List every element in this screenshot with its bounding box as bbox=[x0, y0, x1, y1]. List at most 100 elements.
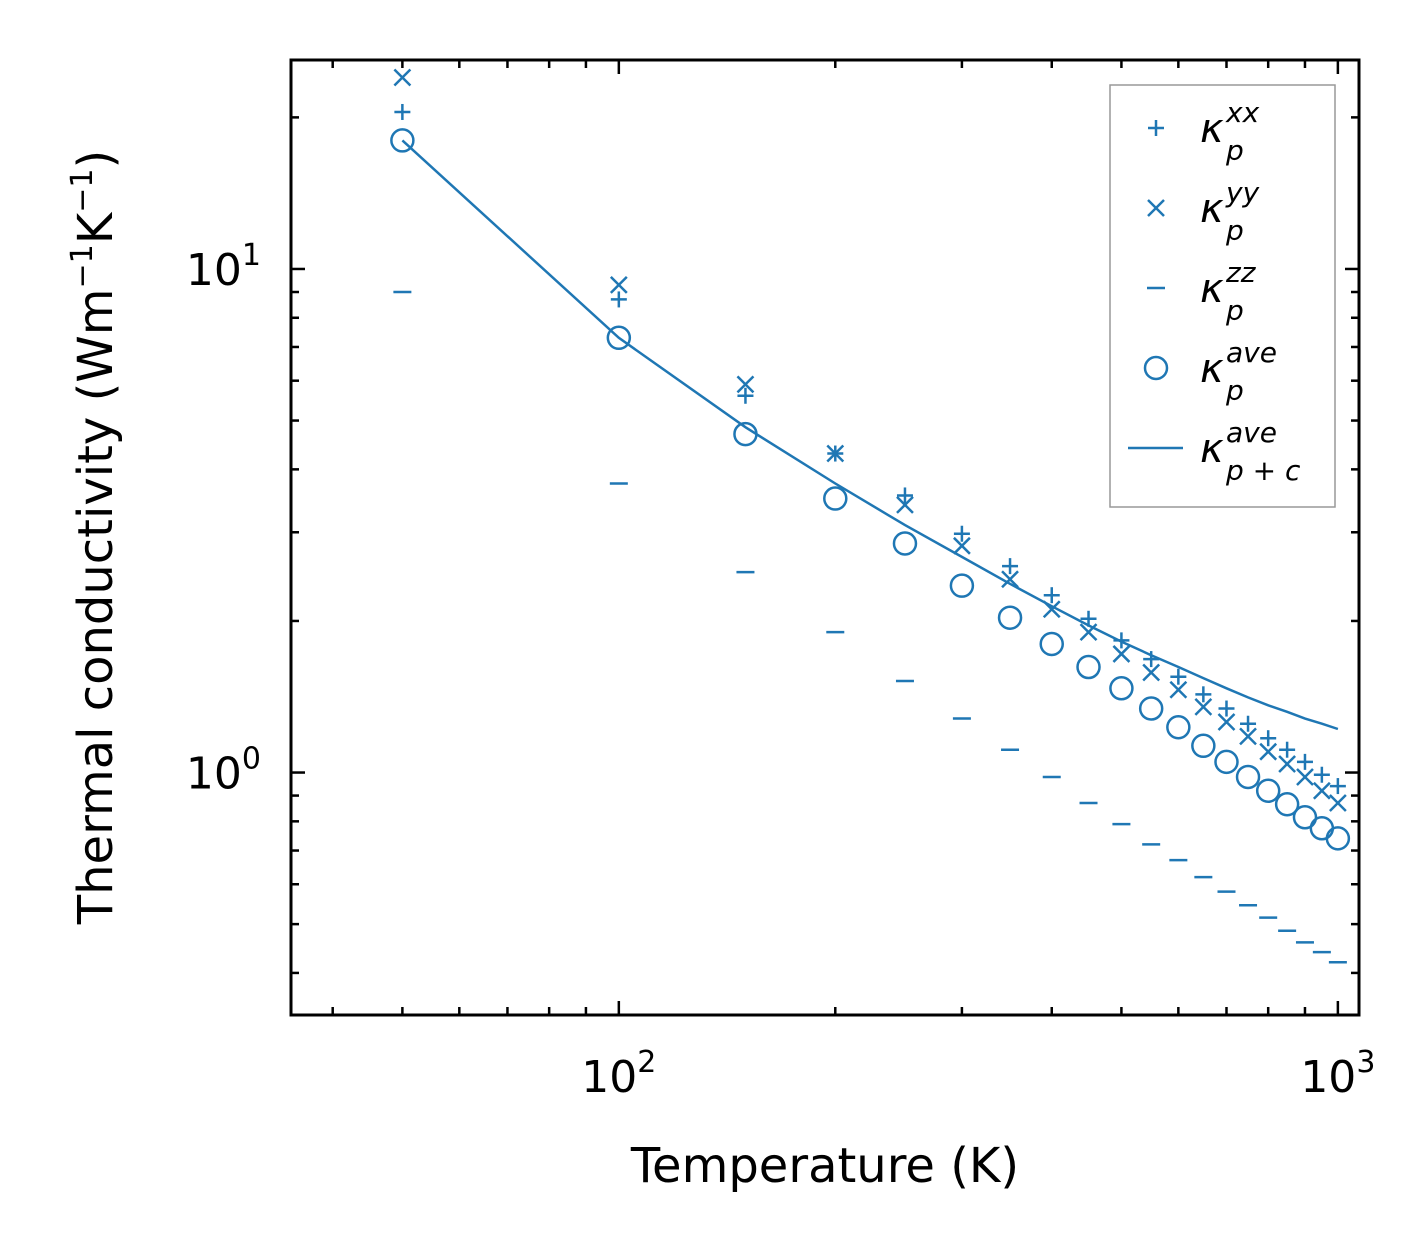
legend-entry-kyy: κyy p bbox=[1147, 176, 1260, 247]
point-kxx bbox=[1143, 651, 1160, 668]
point-kxx bbox=[394, 103, 411, 120]
point-kave bbox=[949, 573, 975, 598]
point-kyy-b bbox=[393, 68, 412, 87]
series-kave bbox=[390, 128, 1351, 851]
point-kyy bbox=[953, 536, 971, 555]
point-kxx bbox=[1043, 587, 1060, 604]
legend-label: κzz p bbox=[1200, 256, 1257, 327]
point-kxx bbox=[1218, 700, 1235, 717]
point-kave bbox=[1235, 764, 1261, 790]
y-tick-label: 100 bbox=[186, 742, 261, 800]
point-kyy-b bbox=[1169, 680, 1188, 699]
point-kxx bbox=[1195, 686, 1212, 703]
point-kave bbox=[1274, 792, 1300, 817]
point-kxx bbox=[1296, 753, 1313, 770]
point-kave bbox=[606, 325, 632, 351]
point-kyy bbox=[1312, 781, 1331, 800]
point-kave bbox=[823, 486, 848, 511]
point-kave bbox=[1076, 654, 1101, 680]
legend: κxx p κyy p κzz p κave p κave p + c bbox=[1109, 84, 1336, 508]
series-kave_pc bbox=[401, 139, 1339, 731]
point-kyy-b bbox=[1312, 781, 1331, 800]
point-kxx bbox=[1240, 715, 1257, 732]
point-kxx bbox=[1170, 668, 1187, 685]
point-kyy bbox=[826, 444, 845, 463]
point-kyy-b bbox=[1239, 727, 1257, 746]
x-tick-labels: 102 103 bbox=[581, 1045, 1375, 1103]
point-kyy-b bbox=[1001, 570, 1019, 589]
point-kyy-b bbox=[1296, 768, 1314, 786]
y-axis-title: Thermal conductivity (Wm−1K−1) bbox=[65, 150, 124, 925]
point-kyy-b bbox=[1328, 794, 1347, 812]
point-kyy-b bbox=[609, 275, 628, 294]
point-kave bbox=[1166, 715, 1191, 740]
point-kave bbox=[1109, 676, 1134, 701]
legend-frame bbox=[1109, 84, 1336, 508]
point-kxx bbox=[1260, 730, 1277, 747]
legend-handle-x bbox=[1147, 199, 1165, 217]
legend-label: κave p + c bbox=[1200, 416, 1301, 487]
point-kave bbox=[1292, 805, 1318, 830]
point-kyy bbox=[1194, 698, 1213, 716]
point-kxx bbox=[610, 291, 627, 308]
point-kyy-b bbox=[1042, 600, 1061, 619]
point-kxx bbox=[737, 387, 754, 404]
legend-entry-kzz: κzz p bbox=[1147, 256, 1257, 327]
legend-label: κxx p bbox=[1200, 96, 1260, 167]
series-line-kave_pc bbox=[401, 139, 1339, 731]
point-kyy bbox=[609, 275, 628, 294]
series-layer bbox=[390, 68, 1351, 964]
point-kyy-b bbox=[896, 496, 914, 514]
legend-handle-circle bbox=[1143, 355, 1169, 381]
point-kyy bbox=[393, 68, 412, 87]
point-kave bbox=[997, 605, 1023, 630]
x-axis-title: Temperature (K) bbox=[630, 1138, 1019, 1194]
point-kave bbox=[1325, 826, 1351, 851]
legend-handle-x-b bbox=[1147, 199, 1165, 217]
legend-entry-kave: κave p bbox=[1143, 336, 1277, 407]
point-kyy-b bbox=[1217, 713, 1236, 731]
point-kave bbox=[390, 128, 415, 153]
y-tick-label: 101 bbox=[186, 238, 261, 296]
point-kyy bbox=[1328, 794, 1347, 812]
point-kyy bbox=[1259, 742, 1278, 761]
point-kyy bbox=[1142, 663, 1161, 682]
x-tick-label: 103 bbox=[1300, 1045, 1375, 1103]
point-kave bbox=[1039, 631, 1064, 657]
legend-entry-kave_pc: κave p + c bbox=[1128, 416, 1301, 487]
point-kyy bbox=[1112, 645, 1131, 663]
point-kyy-b bbox=[1142, 663, 1161, 682]
point-kyy-b bbox=[1194, 698, 1213, 716]
point-kyy-b bbox=[1278, 755, 1297, 773]
point-kxx bbox=[896, 487, 913, 504]
series-kzz bbox=[393, 290, 1347, 964]
point-kxx bbox=[1002, 558, 1019, 575]
legend-handle-plus bbox=[1148, 120, 1164, 136]
legend-label: κyy p bbox=[1200, 176, 1260, 247]
legend-label: κave p bbox=[1200, 336, 1277, 407]
y-tick-labels: 100 101 bbox=[186, 238, 261, 800]
major-ticks bbox=[291, 60, 1359, 1015]
point-kave bbox=[892, 531, 918, 556]
point-kxx bbox=[1329, 778, 1346, 795]
point-kave bbox=[1191, 733, 1216, 759]
point-kyy bbox=[1296, 768, 1314, 786]
point-kxx bbox=[1313, 766, 1330, 783]
point-kyy-b bbox=[736, 375, 755, 394]
point-kyy bbox=[1239, 727, 1257, 746]
point-kxx bbox=[953, 525, 970, 542]
point-kxx bbox=[1279, 741, 1296, 758]
plot-frame bbox=[289, 58, 1361, 1017]
point-kyy bbox=[1169, 680, 1188, 699]
point-kyy-b bbox=[826, 444, 845, 463]
point-kyy bbox=[736, 375, 755, 394]
point-kyy-b bbox=[953, 536, 971, 555]
point-kave bbox=[1138, 696, 1164, 721]
point-kave bbox=[1255, 778, 1281, 804]
legend-entry-kxx: κxx p bbox=[1148, 96, 1260, 167]
point-kyy-b bbox=[1112, 645, 1131, 663]
point-kyy bbox=[1278, 755, 1297, 773]
point-kave bbox=[1214, 749, 1239, 775]
point-kyy bbox=[1217, 713, 1236, 731]
